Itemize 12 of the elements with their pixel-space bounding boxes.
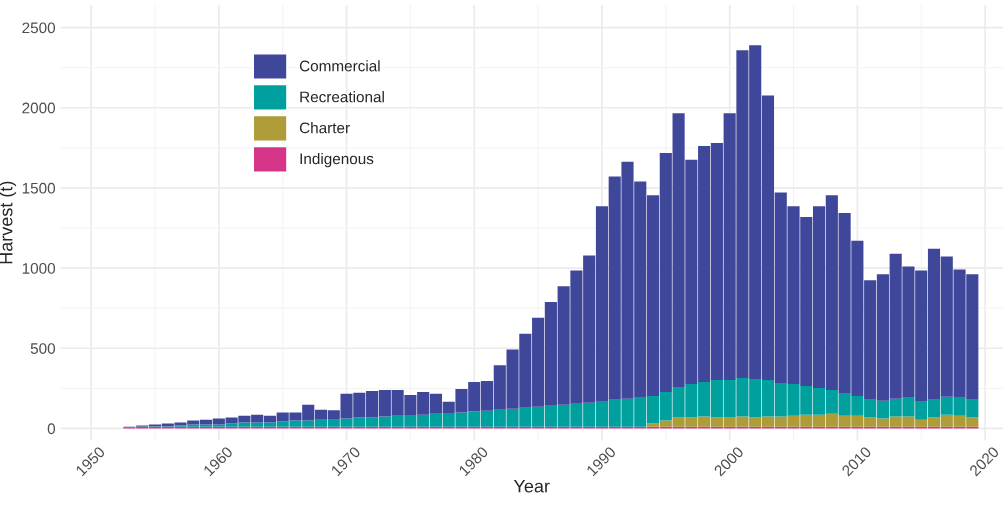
legend-label: Charter — [299, 122, 350, 134]
x-axis-title: Year — [513, 479, 550, 493]
y-tick-label: 2500 — [22, 22, 56, 34]
legend-label: Indigenous — [300, 153, 374, 168]
y-tick-label: 2000 — [22, 102, 56, 114]
y-tick-label: 500 — [30, 343, 56, 354]
y-tick-label: 1500 — [22, 182, 56, 194]
y-axis-title: Harvest (t) — [0, 181, 17, 264]
y-tick-label: 0 — [47, 423, 56, 435]
legend-label: Recreational — [300, 91, 384, 103]
y-tick-label: 1000 — [22, 262, 56, 274]
legend-label: Commercial — [299, 60, 380, 72]
